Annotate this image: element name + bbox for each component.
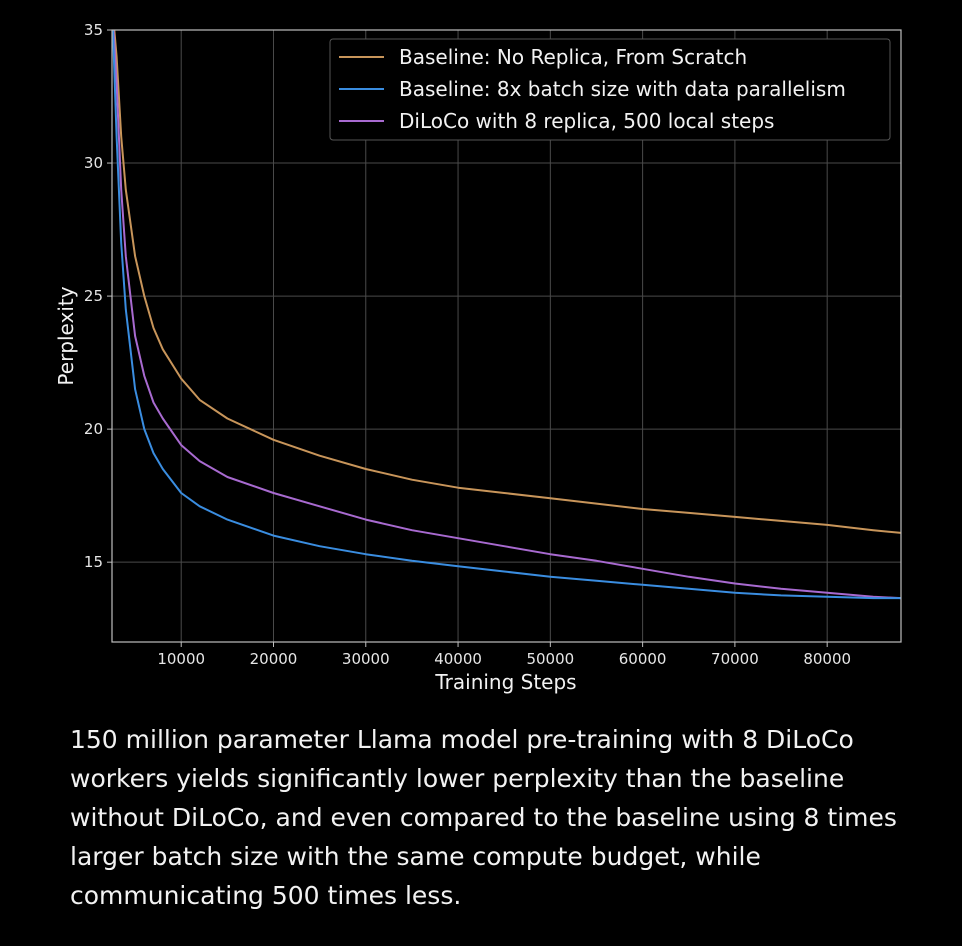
- y-tick-label: 20: [84, 420, 103, 438]
- legend-box: [329, 38, 891, 141]
- y-tick-label: 25: [84, 287, 103, 305]
- series-line-2: [112, 30, 901, 600]
- figure-caption: 150 million parameter Llama model pre-tr…: [70, 725, 897, 910]
- y-ticks: 15 20 25 30 35: [84, 21, 112, 571]
- y-axis-label: Perplexity: [54, 286, 78, 385]
- chart-svg: 10000 20000 30000 40000 50000 60000 70000 80000…: [54, 21, 902, 694]
- x-tick-label: 20000: [250, 650, 298, 668]
- plot-frame: [111, 29, 902, 643]
- x-tick-label: 60000: [619, 650, 667, 668]
- x-tick-label: 80000: [803, 650, 851, 668]
- legend: Baseline: No Replica, From Scratch Baseli…: [329, 38, 891, 141]
- legend-label-1: Baseline: No Replica, From Scratch: [399, 45, 747, 69]
- x-axis-label: Training Steps: [434, 670, 576, 694]
- legend-label-2: Baseline: 8x batch size with data parall…: [399, 77, 846, 101]
- x-ticks: 10000 20000 30000 40000 50000 60000 70000 80000: [157, 642, 851, 668]
- x-tick-label: 40000: [434, 650, 482, 668]
- x-tick-label: 70000: [711, 650, 759, 668]
- perplexity-chart: 10000 20000 30000 40000 50000 60000 70000 80000…: [54, 21, 902, 694]
- series-line-1: [113, 30, 901, 534]
- x-tick-label: 50000: [526, 650, 574, 668]
- y-tick-label: 15: [84, 553, 103, 571]
- y-tick-label: 35: [84, 21, 103, 39]
- series-lines: [112, 30, 901, 600]
- x-tick-label: 10000: [157, 650, 205, 668]
- legend-label-3: DiLoCo with 8 replica, 500 local steps: [399, 109, 774, 133]
- y-tick-label: 30: [84, 154, 103, 172]
- x-tick-label: 30000: [342, 650, 390, 668]
- series-line-3: [112, 30, 901, 600]
